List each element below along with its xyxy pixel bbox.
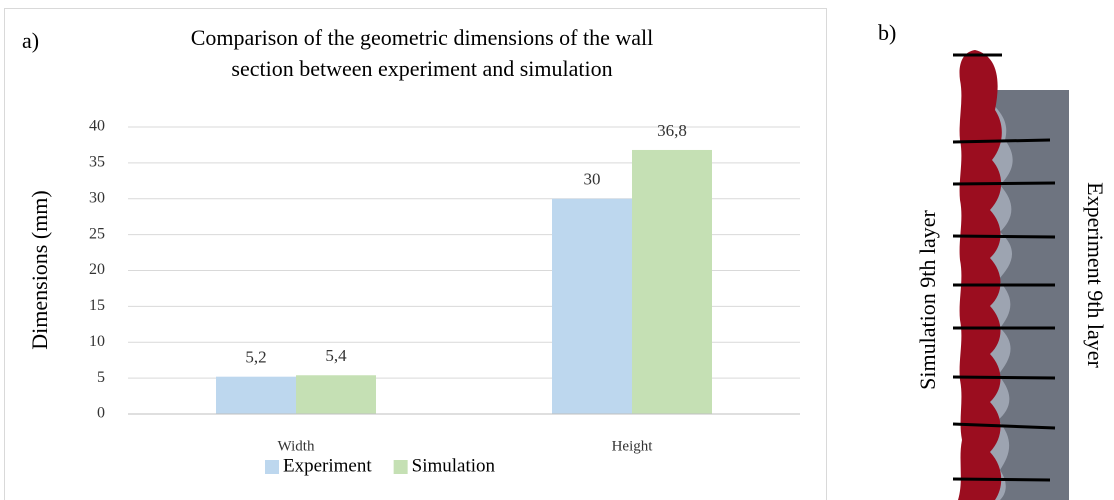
simulation-profile: [958, 50, 1002, 500]
y-tick-label: 5: [97, 369, 105, 386]
panel-label: a): [22, 28, 39, 53]
value-label: 30: [584, 170, 601, 189]
y-axis-label: Dimensions (mm): [27, 190, 52, 350]
bar: [632, 149, 712, 414]
x-tick-label: Width: [278, 438, 315, 454]
y-tick-label: 20: [89, 261, 105, 278]
y-tick-label: 30: [89, 189, 105, 206]
panel-label: b): [878, 20, 896, 45]
bar: [552, 198, 632, 414]
y-tick-label: 40: [89, 118, 105, 135]
simulation-label: Simulation 9th layer: [915, 210, 940, 390]
bar: [216, 376, 296, 414]
layer-marks: [952, 53, 1056, 482]
chart-title: section between experiment and simulatio…: [231, 56, 612, 81]
y-tick-label: 15: [89, 297, 105, 314]
value-label: 5,2: [245, 348, 266, 367]
y-tick-label: 10: [89, 333, 105, 350]
legend-label: Simulation: [412, 455, 496, 476]
legend-swatch: [265, 460, 279, 474]
value-label: 36,8: [657, 121, 687, 140]
value-label: 5,4: [325, 346, 347, 365]
experiment-label: Experiment 9th layer: [1083, 182, 1108, 368]
y-tick-label: 35: [89, 154, 105, 171]
legend-swatch: [393, 460, 408, 474]
legend-label: Experiment: [283, 455, 372, 476]
y-tick-label: 0: [97, 405, 105, 422]
x-tick-label: Height: [612, 438, 654, 454]
y-tick-label: 25: [89, 225, 105, 242]
bar: [296, 375, 376, 414]
chart-title: Comparison of the geometric dimensions o…: [191, 25, 654, 50]
